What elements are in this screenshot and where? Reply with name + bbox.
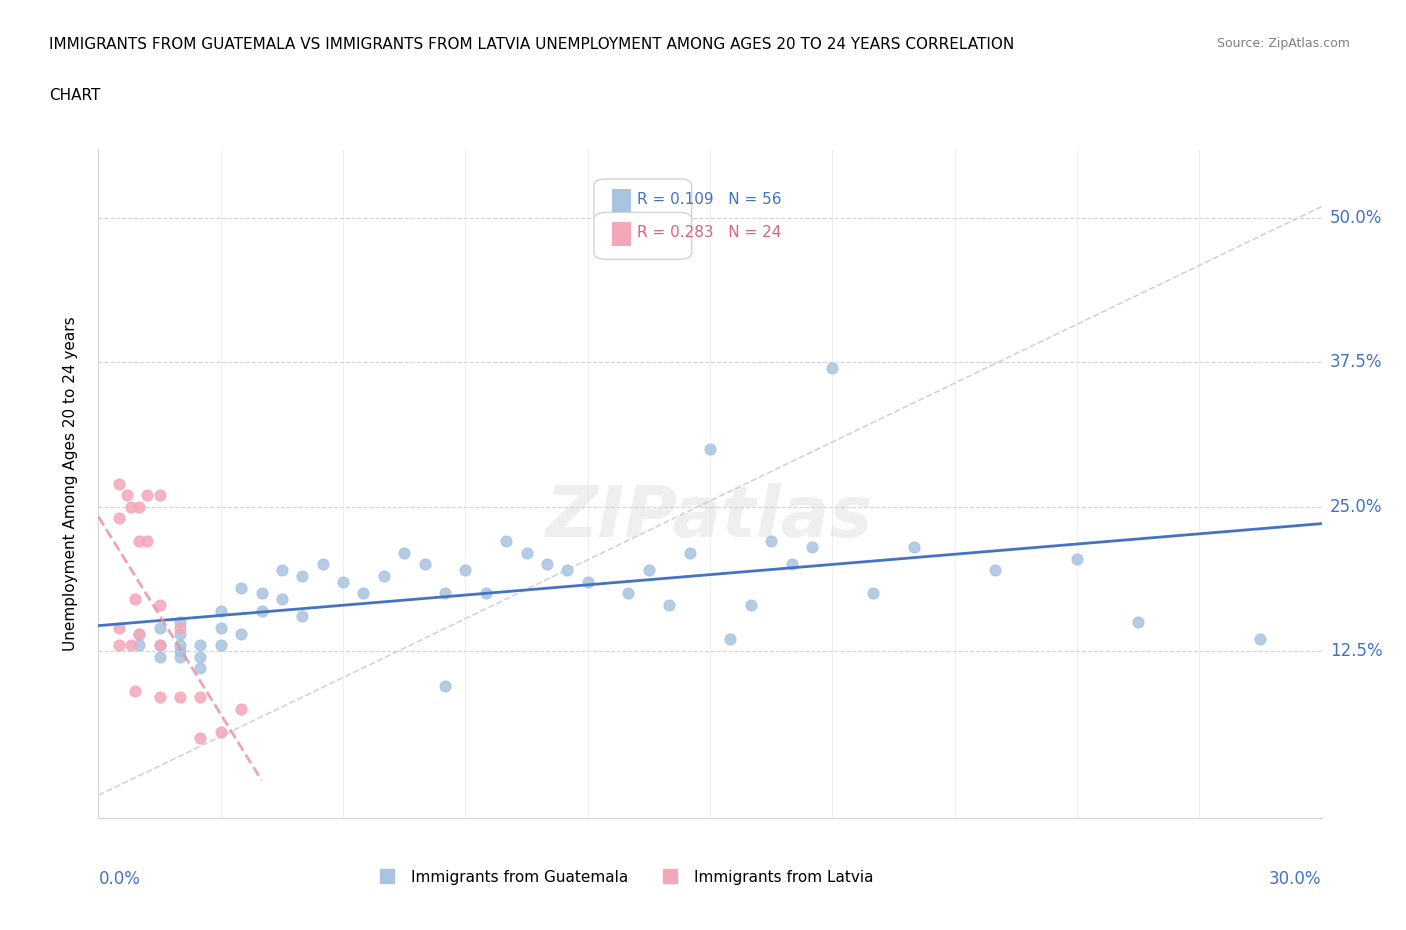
Point [821,361,844,376]
Point [124,591,146,606]
Point [392,545,416,560]
Point [740,597,762,612]
Point [699,442,721,457]
Point [352,586,374,601]
Text: IMMIGRANTS FROM GUATEMALA VS IMMIGRANTS FROM LATVIA UNEMPLOYMENT AMONG AGES 20 T: IMMIGRANTS FROM GUATEMALA VS IMMIGRANTS … [49,37,1015,52]
Text: 50.0%: 50.0% [1330,209,1382,227]
Point [149,620,172,635]
FancyBboxPatch shape [593,212,692,259]
Point [474,586,498,601]
Point [108,638,131,653]
Text: ZIPatlas: ZIPatlas [547,483,873,551]
Text: 30.0%: 30.0% [1270,870,1322,888]
Point [120,638,142,653]
Point [250,604,273,618]
Point [209,620,232,635]
Point [250,586,273,601]
Text: CHART: CHART [49,88,101,103]
Point [270,591,294,606]
Point [270,563,294,578]
Point [536,557,558,572]
Point [169,644,191,658]
Point [761,534,783,549]
Point [718,632,742,647]
Text: 37.5%: 37.5% [1330,353,1382,371]
Point [149,597,172,612]
Point [209,604,232,618]
FancyBboxPatch shape [612,222,630,246]
Point [169,615,191,630]
Text: R = 0.283   N = 24: R = 0.283 N = 24 [637,225,780,240]
Point [373,568,395,583]
Point [209,724,232,739]
FancyBboxPatch shape [593,179,692,226]
Point [149,638,172,653]
Point [291,568,314,583]
Point [169,620,191,635]
Point [136,487,159,502]
Point [108,511,131,525]
Text: 25.0%: 25.0% [1330,498,1382,516]
Point [209,638,232,653]
Point [679,545,702,560]
Point [1066,551,1088,566]
Point [434,586,457,601]
Point [169,638,191,653]
Point [312,557,335,572]
Point [128,499,150,514]
Point [128,626,150,641]
Point [108,476,131,491]
Point [128,626,150,641]
Point [188,661,212,676]
Point [120,499,142,514]
Text: 0.0%: 0.0% [98,870,141,888]
Point [862,586,884,601]
Point [658,597,681,612]
Point [780,557,803,572]
Point [617,586,640,601]
Point [454,563,477,578]
Point [1249,632,1271,647]
FancyBboxPatch shape [612,189,630,212]
Legend: Immigrants from Guatemala, Immigrants from Latvia: Immigrants from Guatemala, Immigrants fr… [370,863,879,891]
Text: Source: ZipAtlas.com: Source: ZipAtlas.com [1216,37,1350,50]
Point [332,575,354,590]
Point [108,620,131,635]
Point [413,557,436,572]
Point [188,638,212,653]
Point [188,730,212,745]
Point [149,638,172,653]
Point [801,539,824,554]
Point [231,701,253,716]
Point [188,649,212,664]
Point [516,545,538,560]
Point [136,534,159,549]
Point [115,487,138,502]
Point [555,563,579,578]
Point [169,626,191,641]
Point [169,649,191,664]
Point [903,539,925,554]
Point [128,638,150,653]
Point [149,690,172,705]
Point [231,626,253,641]
Point [188,690,212,705]
Text: R = 0.109   N = 56: R = 0.109 N = 56 [637,192,782,206]
Point [984,563,1007,578]
Point [128,534,150,549]
Point [637,563,661,578]
Point [1128,615,1150,630]
Text: 12.5%: 12.5% [1330,642,1382,660]
Point [169,690,191,705]
Point [231,580,253,595]
Point [149,487,172,502]
Point [149,649,172,664]
Point [124,684,146,698]
Point [434,678,457,693]
Point [291,609,314,624]
Point [576,575,599,590]
Y-axis label: Unemployment Among Ages 20 to 24 years: Unemployment Among Ages 20 to 24 years [63,316,77,651]
Point [495,534,517,549]
